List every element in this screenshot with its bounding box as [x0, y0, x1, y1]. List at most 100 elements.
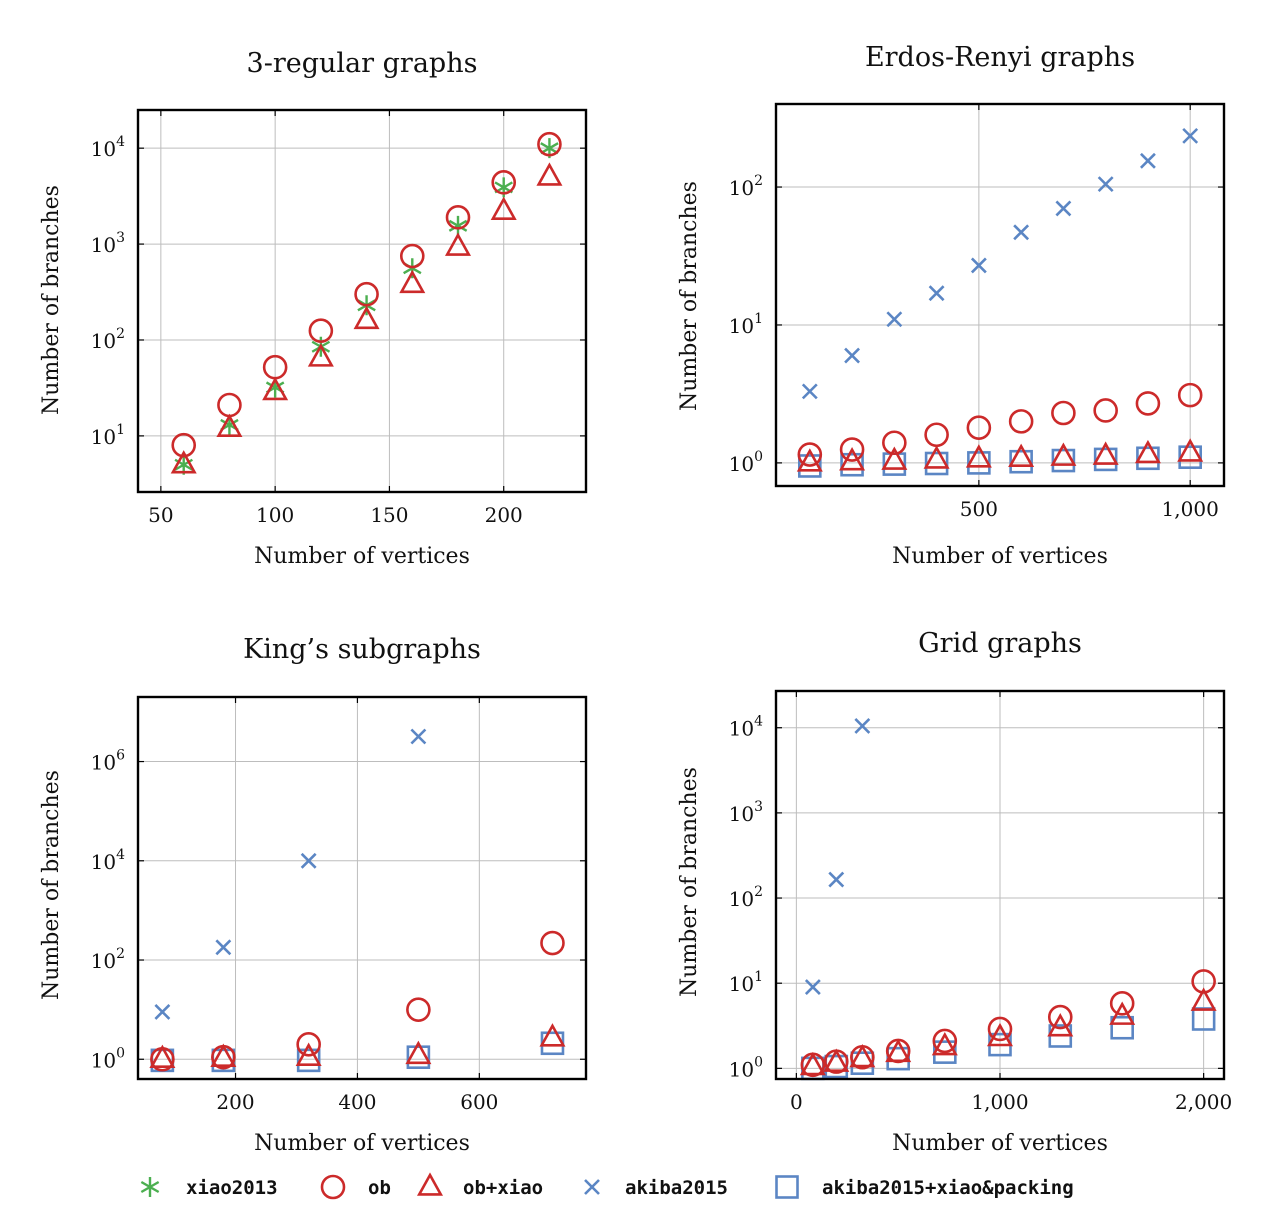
legend-label: ob+xiao — [463, 1177, 543, 1199]
data-point-ob — [491, 170, 517, 195]
legend-label: akiba2015+xiao&packing — [822, 1177, 1074, 1199]
y-tick-exponent: 4 — [116, 134, 125, 150]
y-tick-exponent: 2 — [754, 173, 763, 189]
series-akiba2015_xiao_packing — [798, 445, 1202, 478]
y-tick-label: 103 — [91, 230, 125, 257]
data-points — [796, 127, 1204, 478]
y-tick-label: 104 — [91, 847, 125, 874]
data-point-ob_xiao — [796, 448, 823, 472]
data-point-ob — [171, 432, 197, 458]
data-point-akiba2015 — [215, 939, 232, 956]
gridlines — [776, 104, 1224, 486]
data-point-ob_xiao — [539, 1023, 566, 1047]
x-tick-label: 2,000 — [1175, 1090, 1232, 1114]
data-point-akiba2015_xiao_packing — [798, 454, 822, 478]
data-point-ob — [882, 430, 907, 456]
y-tick-base: 10 — [91, 425, 116, 449]
data-point-akiba2015 — [801, 383, 818, 400]
legend-item-xiao2013: xiao2013 — [140, 1177, 278, 1199]
x-axis-label: Number of vertices — [892, 544, 1108, 569]
gridlines — [138, 110, 586, 492]
data-point-ob_xiao — [1047, 1013, 1074, 1037]
plot-frame — [774, 689, 1226, 1081]
series-akiba2015 — [801, 127, 1199, 400]
data-point-ob_xiao — [1092, 441, 1119, 465]
legend-item-akiba2015: akiba2015 — [584, 1177, 728, 1199]
data-point-ob_xiao — [885, 1038, 912, 1063]
legend: xiao2013 ob ob+xiao akiba2015 akiba2015+xiao… — [140, 1172, 1074, 1200]
y-tick-exponent: 0 — [754, 1054, 763, 1070]
data-point-akiba2015 — [970, 257, 987, 274]
data-point-ob_xiao — [965, 444, 992, 468]
plot-frame — [136, 108, 588, 494]
y-tick-exponent: 3 — [116, 230, 125, 246]
data-point-ob — [445, 205, 471, 230]
x-tick-label: 200 — [485, 503, 523, 527]
data-point-akiba2015 — [886, 311, 903, 328]
data-point-ob — [823, 1049, 849, 1074]
data-point-ob — [924, 422, 949, 448]
data-point-akiba2015 — [1097, 176, 1114, 193]
legend-label: akiba2015 — [625, 1177, 728, 1199]
y-tick-base: 10 — [91, 233, 116, 257]
data-point-ob — [406, 997, 431, 1022]
data-point-ob — [308, 318, 334, 343]
data-point-ob_xiao — [210, 1043, 237, 1067]
data-point-akiba2015 — [854, 718, 871, 734]
y-tick-exponent: 4 — [116, 847, 125, 863]
y-tick-base: 10 — [729, 802, 754, 826]
y-tick-label: 102 — [91, 326, 125, 353]
y-tick-base: 10 — [91, 329, 116, 353]
data-point-akiba2015_xiao_packing — [296, 1048, 321, 1073]
data-point-ob — [1109, 991, 1135, 1016]
data-point-akiba2015_xiao_packing — [540, 1031, 565, 1056]
series-ob — [150, 930, 565, 1072]
data-point-ob — [987, 1016, 1013, 1042]
y-tick-label: 103 — [729, 799, 763, 826]
data-point-ob_xiao — [823, 1048, 850, 1072]
y-tick-base: 10 — [729, 314, 754, 338]
data-point-ob_xiao — [923, 445, 950, 469]
data-point-ob_xiao — [849, 1043, 876, 1068]
panel-erdos-renyi-graphs: Erdos-Renyi graphs Number of vertices Nu… — [677, 42, 1226, 569]
data-point-ob_xiao — [444, 232, 472, 256]
x-axis-label: Number of vertices — [254, 1131, 470, 1156]
x-tick-label: 150 — [370, 503, 408, 527]
y-tick-label: 100 — [91, 1045, 125, 1072]
x-axis-label: Number of vertices — [254, 544, 470, 569]
legend-marker-akiba2015 — [584, 1179, 600, 1195]
gridlines — [138, 697, 586, 1079]
data-point-akiba2015 — [804, 979, 821, 996]
x-tick-label: 600 — [460, 1090, 498, 1114]
data-point-ob_xiao — [295, 1042, 322, 1066]
y-tick-exponent: 2 — [116, 326, 125, 342]
data-point-ob_xiao — [986, 1022, 1014, 1047]
y-tick-exponent: 0 — [116, 1045, 125, 1061]
data-point-ob_xiao — [931, 1031, 958, 1056]
data-point-ob — [1047, 1004, 1073, 1030]
y-tick-label: 100 — [729, 1054, 763, 1081]
data-point-ob_xiao — [353, 305, 380, 330]
data-point-akiba2015 — [1013, 224, 1030, 241]
y-tick-base: 10 — [91, 751, 116, 775]
y-tick-base: 10 — [729, 887, 754, 911]
data-point-ob — [1051, 400, 1076, 426]
data-point-ob_xiao — [536, 162, 563, 186]
y-tick-base: 10 — [729, 1057, 754, 1081]
data-point-ob — [1008, 409, 1034, 434]
y-tick-base: 10 — [91, 850, 116, 874]
data-point-akiba2015_xiao_packing — [1178, 445, 1202, 469]
series-akiba2015 — [154, 728, 427, 1020]
data-point-ob — [296, 1032, 321, 1057]
data-point-ob_xiao — [399, 269, 426, 294]
y-axis-label: Number of branches — [39, 770, 64, 1000]
y-tick-exponent: 4 — [754, 714, 763, 730]
data-point-ob_xiao — [490, 196, 517, 220]
panel-grid-graphs: Grid graphs Number of vertices Number of… — [677, 628, 1232, 1156]
data-point-akiba2015 — [928, 285, 945, 302]
